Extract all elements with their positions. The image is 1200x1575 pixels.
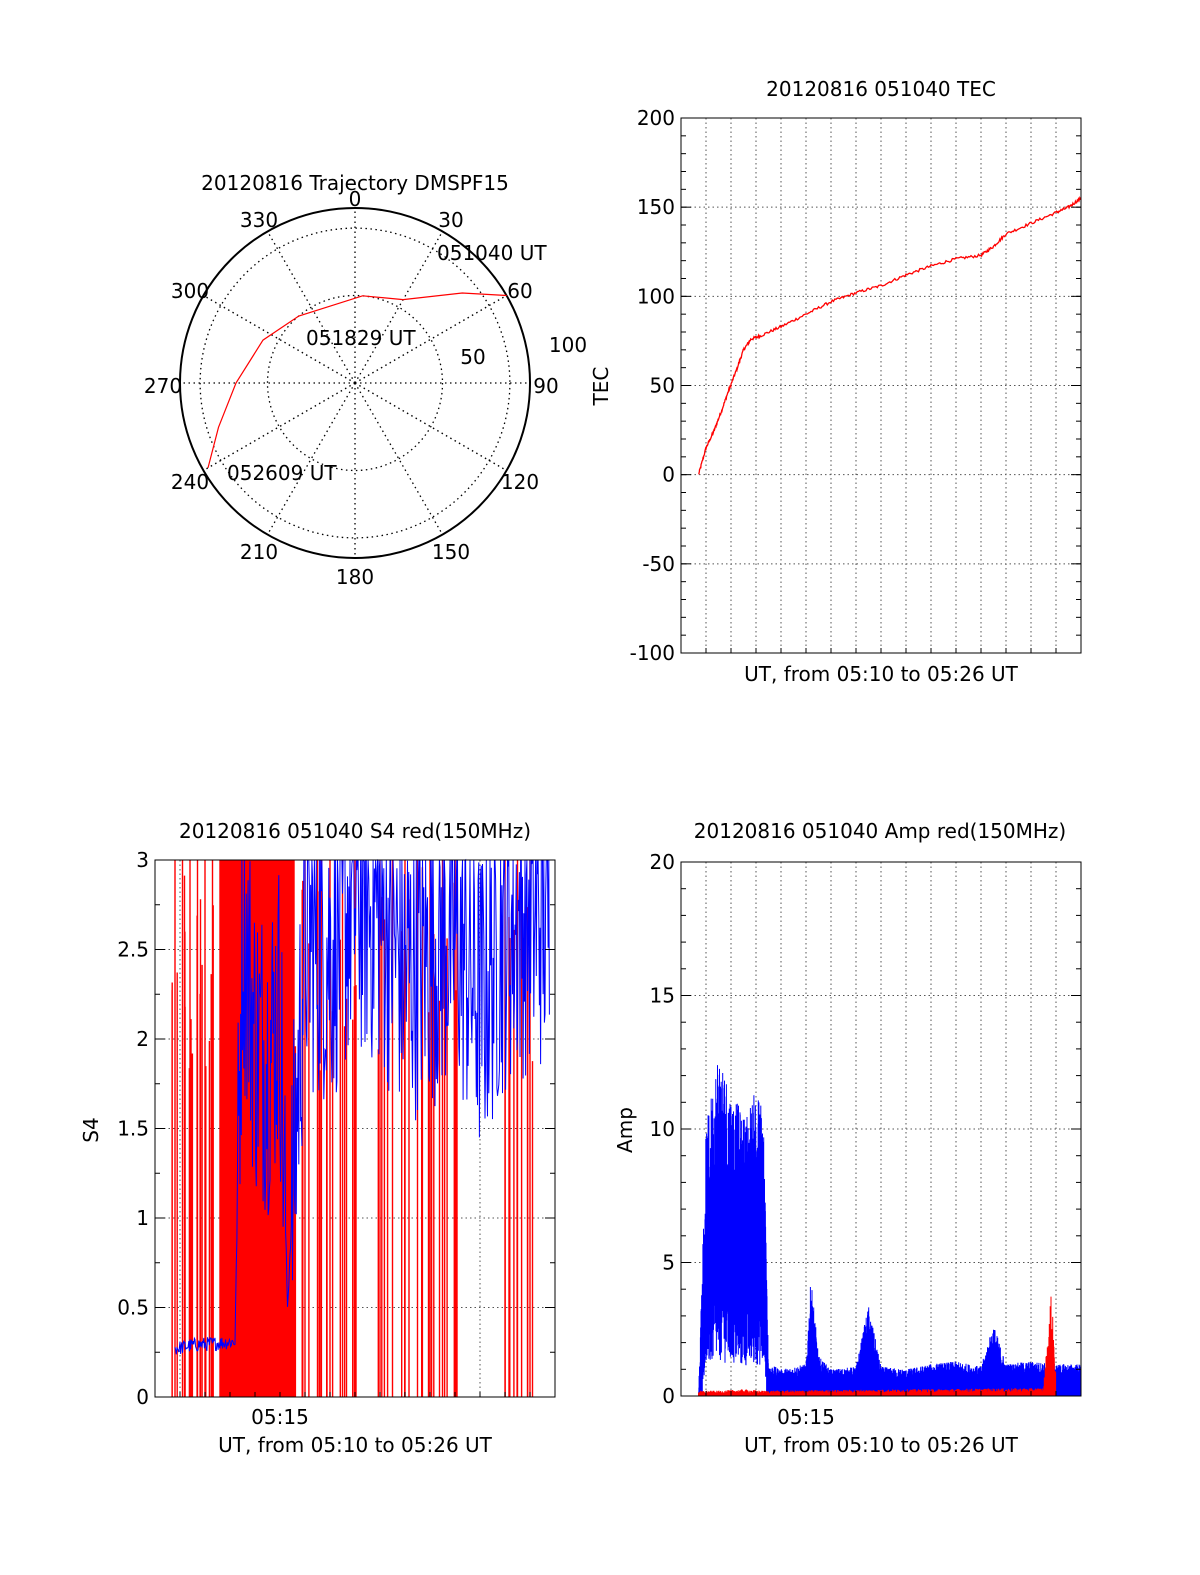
tec-title: 20120816 051040 TEC (766, 77, 996, 101)
tec-ytick-label-1: -50 (642, 552, 675, 576)
annotation-end-time: 052609 UT (227, 461, 337, 485)
s4-ytick-label-1: 0.5 (117, 1296, 149, 1320)
polar-spoke-300 (203, 294, 356, 384)
angle-label-0: 0 (349, 187, 362, 211)
amp-ytick-label-0: 0 (662, 1384, 675, 1408)
angle-label-150: 150 (432, 540, 470, 564)
tec-panel: 20120816 051040 TEC -100-50050100150200 … (589, 77, 1082, 686)
trajectory-panel: 20120816 Trajectory DMSPF15 0 30 60 90 120 15… (144, 171, 587, 589)
polar-grid (180, 208, 530, 558)
s4-x-tick-0515: 05:15 (251, 1405, 309, 1429)
s4-ytick-label-4: 2 (136, 1027, 149, 1051)
tec-ytick-label-3: 50 (650, 374, 675, 398)
s4-y-label: S4 (79, 1117, 103, 1142)
tec-y-ticks: -100 -50 0 50 100 150 200 (630, 106, 1081, 665)
tec-ytick-label-4: 100 (637, 284, 675, 308)
s4-ytick-label-6: 3 (136, 848, 149, 872)
amp-ytick-label-3: 15 (650, 984, 675, 1008)
polar-ring-inner (199, 227, 511, 539)
amp-x-tick-0515: 05:15 (777, 1405, 835, 1429)
amp-ytick-label-2: 10 (650, 1117, 675, 1141)
annotation-mid-time: 051829 UT (306, 326, 416, 350)
polar-spoke-30 (354, 231, 444, 384)
s4-title: 20120816 051040 S4 red(150MHz) (179, 819, 531, 843)
s4-ytick-label-2: 1 (136, 1206, 149, 1230)
annotation-start-time: 051040 UT (437, 241, 547, 265)
trajectory-line-0 (207, 292, 507, 469)
s4-ytick-label-5: 2.5 (117, 938, 149, 962)
angle-label-60: 60 (507, 279, 532, 303)
tec-ytick-label-5: 150 (637, 195, 675, 219)
s4-y-ticks: 0 0.5 1 1.5 2 2.5 3 (117, 848, 555, 1409)
s4-ytick-label-0: 0 (136, 1385, 149, 1409)
tec-y-label: TEC (589, 367, 613, 407)
amp-ytick-label-1: 5 (662, 1251, 675, 1275)
angle-label-270: 270 (144, 374, 182, 398)
trajectory-track (207, 292, 507, 469)
polar-spoke-330 (266, 231, 356, 384)
s4-ytick-label-3: 1.5 (117, 1117, 149, 1141)
polar-ring-50 (266, 294, 444, 472)
amp-ytick-label-4: 20 (650, 850, 675, 874)
s4-series (171, 858, 550, 1397)
radial-label-100: 100 (549, 333, 587, 357)
amp-title: 20120816 051040 Amp red(150MHz) (694, 819, 1066, 843)
angle-label-90: 90 (533, 374, 558, 398)
radial-label-50: 50 (460, 345, 485, 369)
amp-panel: 20120816 051040 Amp red(150MHz) 0 5 10 15 20… (613, 819, 1082, 1457)
polar-spoke-120 (354, 382, 507, 472)
angle-label-330: 330 (240, 208, 278, 232)
tec-ytick-label-2: 0 (662, 463, 675, 487)
tec-line (698, 195, 1082, 475)
trajectory-title: 20120816 Trajectory DMSPF15 (201, 171, 509, 195)
s4-red-series (171, 860, 534, 1397)
tec-x-label: UT, from 05:10 to 05:26 UT (744, 662, 1019, 686)
tec-grid (681, 118, 1081, 653)
amp-blue-series (698, 1065, 1082, 1396)
polar-spoke-60 (354, 294, 507, 384)
polar-spoke-210 (266, 382, 356, 535)
amp-y-ticks: 0 5 10 15 20 (650, 850, 1081, 1408)
angle-label-300: 300 (171, 279, 209, 303)
angle-label-30: 30 (438, 208, 463, 232)
tec-series (698, 195, 1082, 475)
angle-label-240: 240 (171, 470, 209, 494)
angle-label-120: 120 (501, 470, 539, 494)
amp-red-series (698, 1296, 1057, 1396)
s4-blue-series (174, 858, 550, 1355)
angle-label-210: 210 (240, 540, 278, 564)
amp-y-label: Amp (613, 1107, 637, 1153)
polar-spoke-240 (203, 382, 356, 472)
amp-x-label: UT, from 05:10 to 05:26 UT (744, 1433, 1019, 1457)
tec-ytick-label-6: 200 (637, 106, 675, 130)
s4-x-label: UT, from 05:10 to 05:26 UT (218, 1433, 493, 1457)
amp-series (698, 1065, 1082, 1396)
polar-angle-labels: 0 30 60 90 120 150 180 210 240 270 300 330 (144, 187, 559, 589)
tec-ytick-label-0: -100 (630, 641, 675, 665)
s4-panel: 20120816 051040 S4 red(150MHz) 0 0.5 1 1.5 2… (79, 819, 556, 1457)
polar-spoke-150 (354, 382, 444, 535)
angle-label-180: 180 (336, 565, 374, 589)
polar-outer-ring (179, 207, 531, 559)
